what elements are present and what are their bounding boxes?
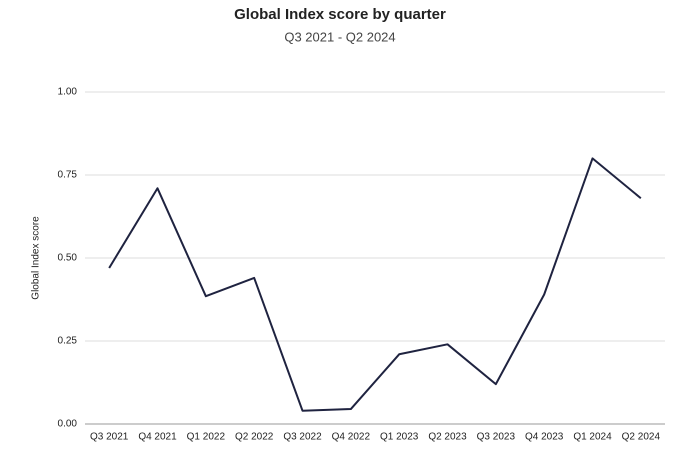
y-tick-label: 0.00	[58, 419, 78, 430]
chart-title: Global Index score by quarter	[234, 6, 446, 23]
y-tick-label: 0.25	[58, 336, 78, 347]
y-tick-label: 0.50	[58, 253, 78, 264]
x-tick-label: Q4 2023	[525, 432, 564, 443]
y-tick-label: 0.75	[58, 170, 78, 181]
data-line	[108, 157, 642, 412]
x-tick-label: Q3 2021	[90, 432, 129, 443]
x-tick-label: Q2 2022	[235, 432, 274, 443]
x-tick-label: Q3 2022	[283, 432, 322, 443]
x-tick-label: Q4 2021	[138, 432, 177, 443]
x-tick-label: Q1 2023	[380, 432, 419, 443]
x-tick-label: Q4 2022	[332, 432, 371, 443]
x-tick-label: Q1 2022	[187, 432, 226, 443]
y-axis-label: Global Index score	[31, 216, 42, 300]
x-tick-label: Q2 2023	[428, 432, 467, 443]
x-tick-label: Q1 2024	[573, 432, 612, 443]
chart-subtitle: Q3 2021 - Q2 2024	[284, 29, 395, 44]
x-tick-label: Q3 2023	[477, 432, 516, 443]
y-tick-label: 1.00	[58, 87, 78, 98]
x-tick-label: Q2 2024	[622, 432, 661, 443]
